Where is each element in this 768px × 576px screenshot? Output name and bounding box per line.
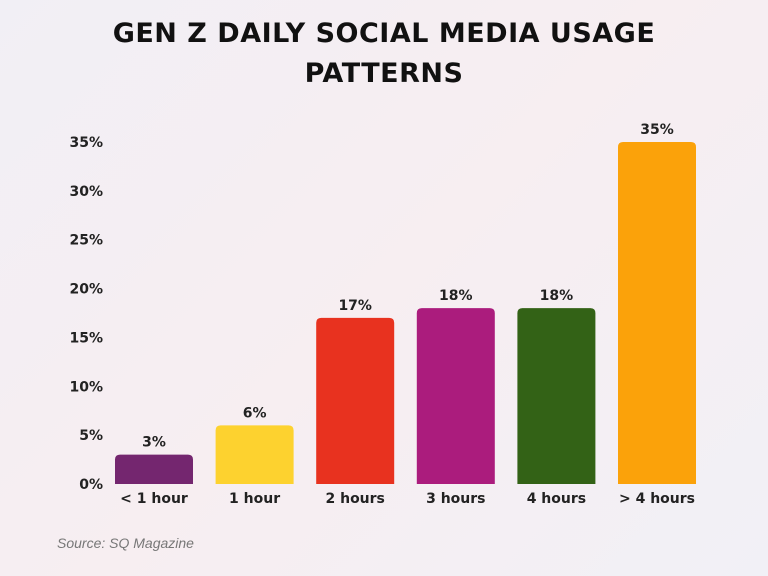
x-tick-label: 2 hours — [325, 491, 384, 507]
chart-title-line-2: PATTERNS — [304, 58, 464, 89]
x-tick-label: 3 hours — [426, 491, 485, 507]
y-tick-label: 35% — [69, 135, 103, 151]
data-label: 17% — [338, 298, 372, 314]
x-tick-label: < 1 hour — [120, 491, 188, 507]
bar-1 — [215, 425, 294, 484]
data-label: 3% — [142, 435, 166, 451]
bar-0 — [115, 454, 193, 484]
y-tick-label: 0% — [79, 477, 103, 493]
data-label: 18% — [439, 288, 473, 304]
y-tick-label: 30% — [69, 184, 103, 200]
bar-5 — [618, 142, 696, 484]
data-label: 35% — [640, 122, 674, 138]
data-label: 18% — [540, 288, 574, 304]
bar-3 — [416, 308, 495, 484]
bar-4 — [517, 308, 596, 484]
chart-title-line-1: GEN Z DAILY SOCIAL MEDIA USAGE — [112, 18, 656, 49]
y-tick-label: 20% — [69, 282, 103, 298]
y-tick-label: 15% — [69, 330, 103, 346]
bar-2 — [316, 317, 395, 484]
y-tick-label: 5% — [79, 428, 103, 444]
x-tick-label: 1 hour — [229, 491, 280, 507]
data-label: 6% — [243, 405, 267, 421]
x-tick-label: > 4 hours — [619, 491, 695, 507]
y-tick-label: 25% — [69, 233, 103, 249]
y-tick-label: 10% — [69, 379, 103, 395]
source-note: Source: SQ Magazine — [57, 535, 194, 551]
x-tick-label: 4 hours — [527, 491, 586, 507]
chart-title: GEN Z DAILY SOCIAL MEDIA USAGE PATTERNS — [0, 14, 768, 94]
